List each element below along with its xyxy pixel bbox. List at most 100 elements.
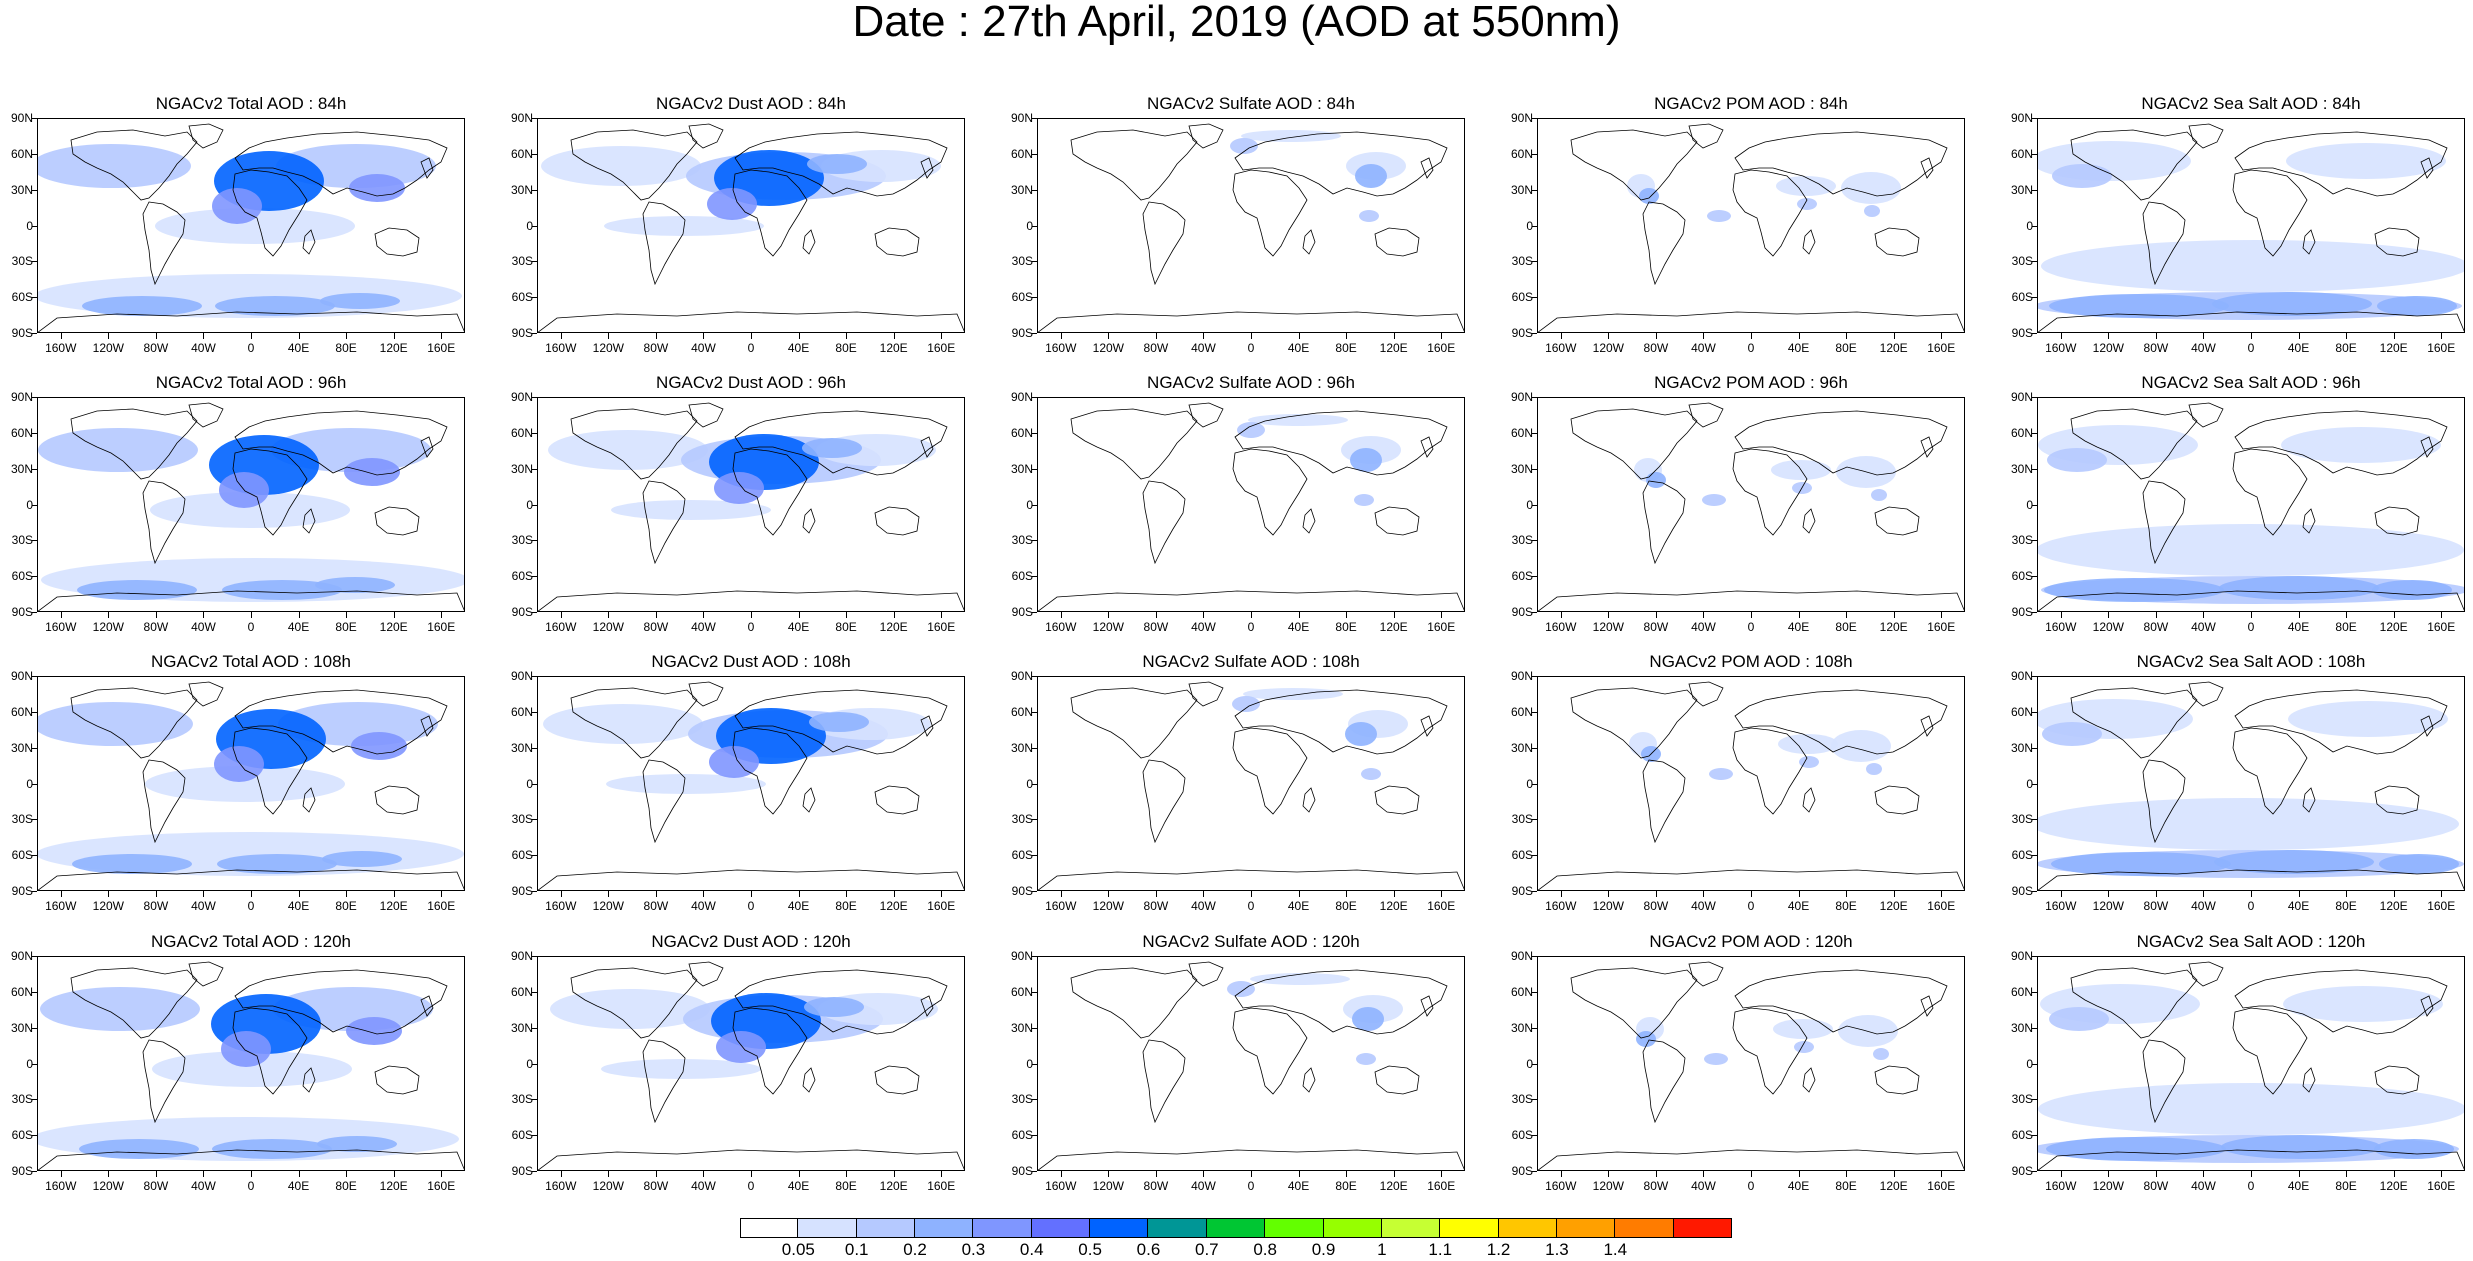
axis-tick xyxy=(1108,612,1110,618)
coastline xyxy=(2374,785,2420,815)
coastline xyxy=(1302,1067,1316,1093)
colorbar-label: 0.7 xyxy=(1194,1240,1219,1259)
map-plot-total xyxy=(37,676,465,891)
latitude-label: 60N xyxy=(2010,704,2033,719)
panel-title: NGACv2 Total AOD : 120h xyxy=(150,932,351,951)
longitude-label: 160W xyxy=(1545,1179,1577,1193)
latitude-label: 90S xyxy=(511,884,533,898)
longitude-label: 160E xyxy=(1427,899,1456,913)
latitude-label: 30S xyxy=(1011,812,1033,827)
coastline xyxy=(188,402,224,428)
longitude-label: 80E xyxy=(335,1179,357,1193)
aod-shading xyxy=(2214,850,2374,874)
longitude-label: 120W xyxy=(1092,899,1124,913)
axis-tick xyxy=(1846,1171,1848,1177)
latitude-label: 30S xyxy=(2011,812,2033,827)
aod-shading xyxy=(77,580,197,600)
longitude-label: 120E xyxy=(879,620,908,634)
aod-shading xyxy=(1794,1041,1814,1053)
aod-shading xyxy=(1250,973,1350,985)
coastline xyxy=(642,201,686,286)
coastline xyxy=(2142,201,2186,286)
map-plot-sulfate xyxy=(1037,397,1465,612)
map-plot-total xyxy=(37,397,465,612)
aod-map-seasalt xyxy=(2037,681,2465,891)
panel-title: NGACv2 Sulfate AOD : 120h xyxy=(1142,932,1360,951)
axis-tick xyxy=(1346,891,1348,897)
axis-tick xyxy=(2251,891,2252,897)
latitude-label: 90N xyxy=(10,390,33,404)
axis-tick xyxy=(1032,225,1037,227)
aod-map-total xyxy=(37,123,465,333)
axis-tick xyxy=(2203,333,2205,339)
aod-shading xyxy=(1355,164,1387,188)
axis-tick xyxy=(32,747,37,749)
aod-shading xyxy=(1707,210,1731,222)
axis-tick xyxy=(441,1171,443,1177)
axis-tick xyxy=(108,612,110,618)
axis-tick xyxy=(1393,1171,1395,1177)
axis-tick xyxy=(60,333,62,339)
coastline xyxy=(1688,681,1724,707)
latitude-label: 30S xyxy=(2011,1092,2033,1107)
aod-shading xyxy=(1838,1015,1898,1047)
panel-title: NGACv2 Sea Salt AOD : 108h xyxy=(2136,652,2366,671)
latitude-label: 30N xyxy=(510,182,533,197)
axis-tick xyxy=(1608,612,1610,618)
axis-tick xyxy=(1703,1171,1705,1177)
axis-tick xyxy=(2441,1171,2443,1177)
axis-tick xyxy=(1532,504,1537,506)
axis-tick xyxy=(2032,225,2037,227)
map-plot-pom xyxy=(1537,956,1965,1171)
axis-tick xyxy=(441,891,443,897)
axis-tick xyxy=(532,225,537,227)
coastline xyxy=(2234,131,2448,197)
latitude-label: 60N xyxy=(1010,425,1033,440)
aod-shading xyxy=(212,1139,332,1159)
latitude-label: 60S xyxy=(11,1128,33,1143)
coastline xyxy=(2070,129,2198,201)
coastline xyxy=(1734,131,1948,197)
longitude-label: 0 xyxy=(2247,899,2255,913)
coastline xyxy=(1537,590,1965,612)
axis-tick xyxy=(2441,612,2443,618)
longitude-label: 160W xyxy=(2045,899,2077,913)
longitude-label: 160E xyxy=(927,899,956,913)
map-plot-seasalt xyxy=(2037,118,2465,333)
longitude-label: 0 xyxy=(1247,620,1255,634)
coastline xyxy=(234,969,448,1035)
axis-tick xyxy=(155,612,157,618)
longitude-label: 0 xyxy=(747,620,755,634)
axis-tick xyxy=(1251,1171,1252,1177)
panel-title: NGACv2 Sea Salt AOD : 120h xyxy=(2136,932,2366,951)
axis-tick xyxy=(1893,612,1895,618)
aod-shading xyxy=(222,580,342,600)
aod-map-sulfate xyxy=(1037,681,1465,891)
axis-tick xyxy=(608,612,610,618)
coastline xyxy=(232,727,308,815)
longitude-label: 40W xyxy=(691,620,716,634)
axis-tick xyxy=(2032,891,2037,892)
axis-tick xyxy=(298,1171,300,1177)
longitude-label: 160E xyxy=(1927,620,1956,634)
coastline xyxy=(37,869,465,891)
axis-tick xyxy=(32,504,37,506)
latitude-label: 30S xyxy=(11,254,33,269)
panel-title: NGACv2 Total AOD : 108h xyxy=(150,652,351,671)
aod-shading xyxy=(2037,798,2459,850)
coastline xyxy=(188,123,224,149)
axis-tick xyxy=(2032,189,2037,191)
latitude-label: 0 xyxy=(26,776,33,791)
axis-tick xyxy=(532,1135,537,1137)
colorbar-cell xyxy=(1615,1218,1674,1238)
axis-tick xyxy=(346,1171,348,1177)
coastline xyxy=(1732,727,1808,815)
coastline xyxy=(37,311,465,333)
axis-tick xyxy=(1532,783,1537,785)
axis-tick xyxy=(298,612,300,618)
axis-tick xyxy=(1751,891,1752,897)
axis-tick xyxy=(1941,333,1943,339)
axis-tick xyxy=(1032,612,1037,613)
aod-map-seasalt xyxy=(2037,402,2465,612)
axis-tick xyxy=(2155,891,2157,897)
